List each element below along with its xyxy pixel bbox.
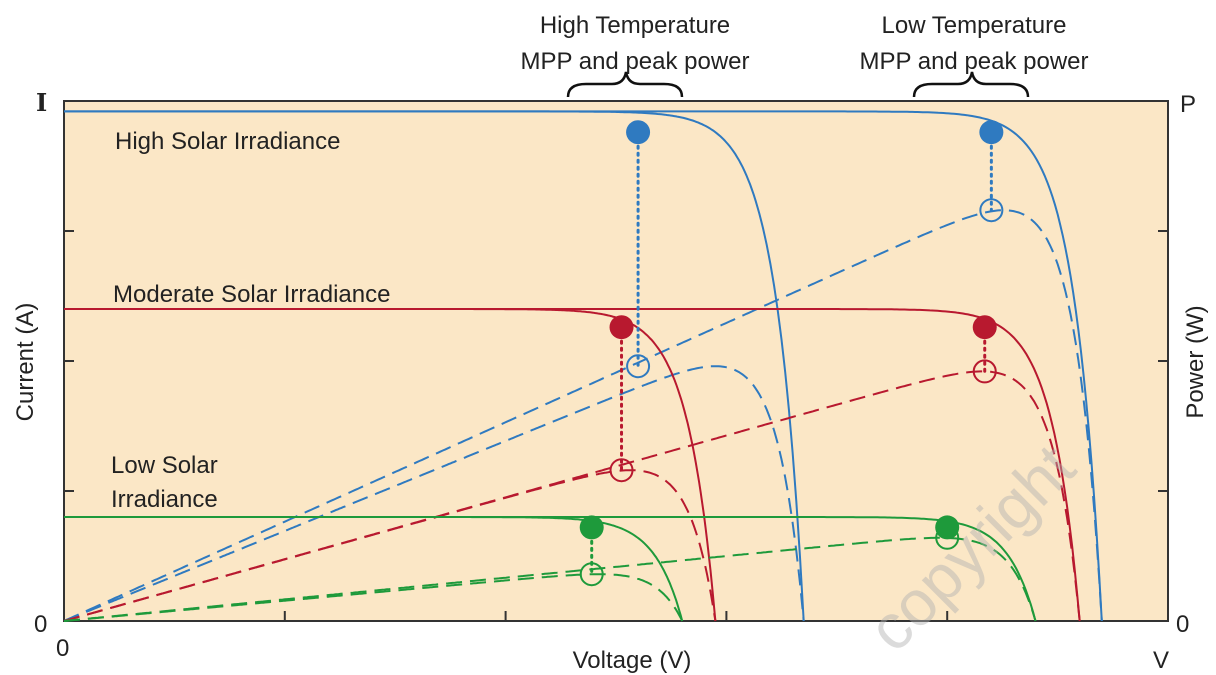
series-low-irradiance-high-temp-mpp-point: [579, 515, 604, 540]
series-low-irradiance-low-temp-iv-curve: [64, 516, 1037, 622]
series-moderate-irradiance-low-temp-pv-curve: [63, 370, 1081, 622]
series-moderate-irradiance-high-temp-peak-power-point: [609, 458, 634, 483]
series-high-irradiance-low-temp-peak-power-point: [979, 198, 1004, 223]
series-low-irradiance-low-temp-pv-curve: [63, 536, 1037, 622]
x-axis-end-tick-label: V: [1153, 647, 1169, 674]
low-irradiance-label-line2: Irradiance: [111, 486, 218, 513]
series-high-irradiance-high-temp-mpp-point: [626, 120, 651, 145]
series-low-irradiance-high-temp-peak-power-point: [579, 562, 604, 587]
series-high-irradiance-low-temp-pv-curve: [63, 209, 1103, 622]
axis-ticks: [64, 230, 1168, 621]
series-low-irradiance-low-temp-peak-power-point: [935, 525, 960, 550]
y2-axis-origin-tick-label: 0: [1176, 611, 1189, 638]
series-moderate-irradiance-high-temp-mpp-point: [609, 315, 634, 340]
high-temp-annotation-line1: High Temperature: [540, 12, 730, 39]
series-high-irradiance-low-temp-mpp-point: [979, 120, 1004, 145]
high-temp-brace: [566, 71, 684, 98]
low-irradiance-label-line1: Low Solar: [111, 452, 218, 479]
y2-axis-top-tick-label: P: [1180, 91, 1196, 118]
series-high-irradiance-high-temp-pv-curve: [63, 365, 805, 622]
x-axis-origin-tick-label: 0: [56, 635, 69, 662]
y-axis-label: Current (A): [12, 303, 39, 422]
low-temp-brace: [912, 71, 1030, 98]
series-moderate-irradiance-low-temp-mpp-point: [972, 315, 997, 340]
series-moderate-irradiance-low-temp-iv-curve: [64, 308, 1081, 622]
series-high-irradiance-low-temp-iv-curve: [64, 110, 1103, 622]
low-temp-annotation-line1: Low Temperature: [882, 12, 1067, 39]
y-axis-top-tick-label: I: [36, 88, 47, 117]
y-axis-origin-tick-label: 0: [34, 611, 47, 638]
low-temp-annotation-line2: MPP and peak power: [859, 48, 1088, 75]
curves-group: [63, 110, 1103, 622]
high-temp-annotation-line2: MPP and peak power: [520, 48, 749, 75]
series-high-irradiance-high-temp-peak-power-point: [626, 354, 651, 379]
y2-axis-label: Power (W): [1182, 305, 1209, 418]
x-axis-label: Voltage (V): [573, 647, 692, 674]
moderate-irradiance-label: Moderate Solar Irradiance: [113, 281, 390, 308]
high-irradiance-label: High Solar Irradiance: [115, 128, 340, 155]
series-moderate-irradiance-low-temp-peak-power-point: [972, 359, 997, 384]
mpp-markers-group: [579, 120, 1004, 587]
